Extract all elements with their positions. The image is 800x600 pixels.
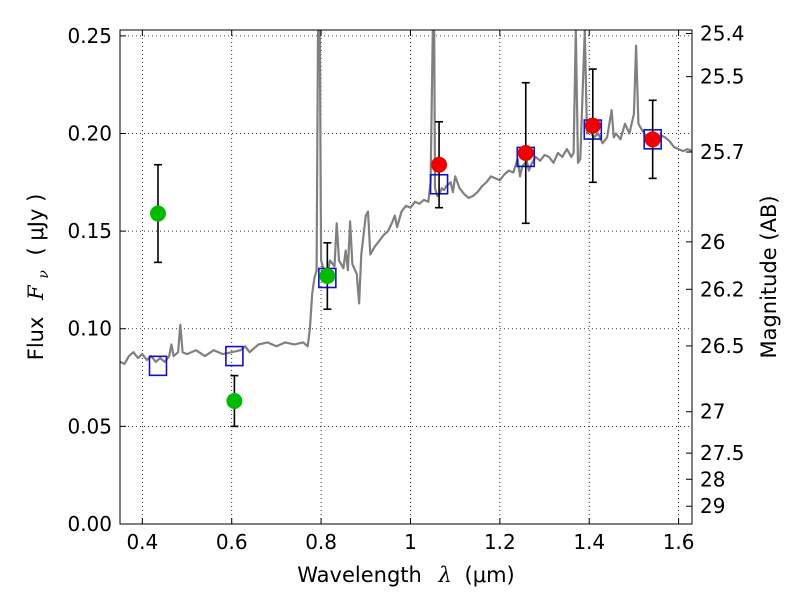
x-axis-label: Wavelength λ (μm) [297,563,514,587]
x-tick-label: 0.6 [216,530,248,554]
right-tick-label: 28 [700,467,725,491]
y-tick-label: 0.15 [67,219,112,243]
y-tick-label: 0.25 [67,24,112,48]
observed-point [319,268,336,285]
model-points [148,119,662,377]
y-axis-label-unit: ( μJy ) [24,194,48,256]
right-tick-label: 25.7 [700,140,745,164]
right-tick-label: 26.2 [700,277,745,301]
model-point [148,355,168,377]
x-tick-label: 1 [404,530,417,554]
observed-point [584,117,601,134]
y-tick-label: 0.20 [67,121,112,145]
y-tick-label: 0.00 [67,512,112,536]
axis-ticks: 0.4 0.6 0.8 1 1.2 1.4 1.6 0.00 0.05 0.10 0.15 0.20 0… [67,22,744,554]
spectrum [120,30,692,365]
observed-point [149,205,166,222]
spectrum-line [120,30,692,365]
observed-points [149,68,661,428]
right-tick-label: 29 [700,494,725,518]
y-axis-label-symbol: F [24,284,48,301]
plot-frame [119,29,693,525]
x-axis-label-text: Wavelength [297,563,422,587]
model-point [225,345,244,367]
right-tick-label: 26.5 [700,334,745,358]
y-tick-label: 0.10 [67,317,112,341]
x-axis-label-symbol: λ [438,563,452,587]
x-tick-label: 1.2 [484,530,516,554]
right-tick-label: 26 [700,230,725,254]
y-axis-label-text: Flux [24,317,48,361]
x-tick-label: 0.4 [126,530,158,554]
right-tick-label: 25.4 [700,22,745,46]
y-axis-label-subscript: ν [36,270,52,279]
right-tick-label: 27.5 [700,441,745,465]
observed-point [226,392,243,409]
x-tick-label: 1.6 [663,530,695,554]
observed-point [644,131,661,148]
grid-lines [120,30,692,525]
x-axis-label-unit: (μm) [465,563,515,587]
y-tick-label: 0.05 [67,414,112,438]
observed-point [431,156,448,173]
right-tick-label: 25.5 [700,65,745,89]
x-tick-label: 0.8 [305,530,337,554]
right-tick-label: 27 [700,400,725,424]
x-tick-label: 1.4 [573,530,605,554]
observed-point [517,145,534,162]
y-axis-label: Flux F ν ( μJy ) [24,194,53,361]
right-axis-label: Magnitude (AB) [757,195,781,358]
